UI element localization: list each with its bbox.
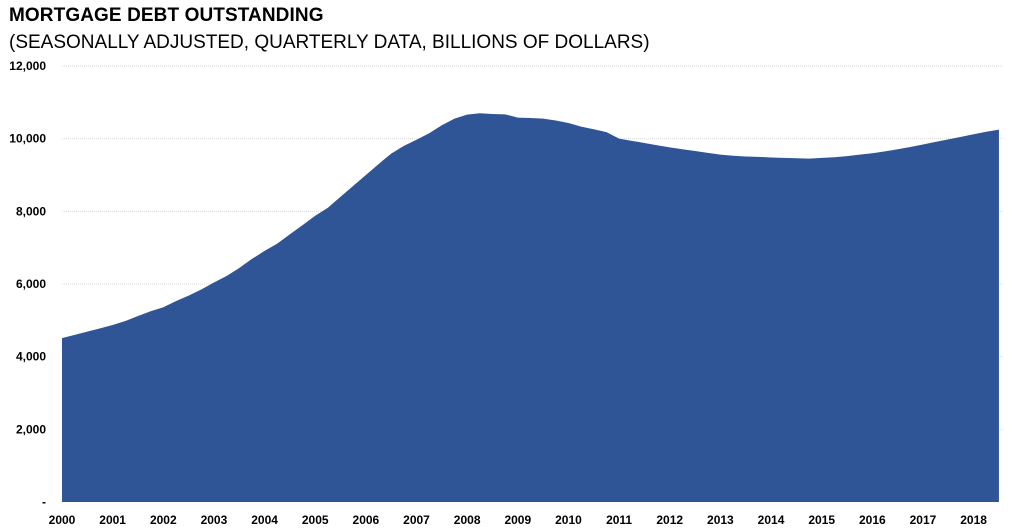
x-tick-label: 2003	[201, 513, 228, 527]
y-tick-label: -	[42, 495, 46, 509]
y-axis: - 2,000 4,000 6,000 8,000 10,000 12,000	[9, 59, 46, 509]
x-tick-label: 2012	[656, 513, 683, 527]
x-tick-label: 2016	[859, 513, 886, 527]
x-tick-label: 2008	[454, 513, 481, 527]
y-tick-label: 6,000	[16, 277, 46, 291]
x-tick-label: 2015	[808, 513, 835, 527]
x-tick-label: 2002	[150, 513, 177, 527]
y-tick-label: 4,000	[16, 350, 46, 364]
x-tick-label: 2017	[910, 513, 937, 527]
y-tick-label: 8,000	[16, 204, 46, 218]
y-tick-label: 2,000	[16, 422, 46, 436]
x-tick-label: 2013	[707, 513, 734, 527]
x-tick-label: 2010	[555, 513, 582, 527]
x-tick-label: 2007	[403, 513, 430, 527]
x-axis: 2000 2001 2002 2003 2004 2005 2006 2007 2008 2009…	[49, 513, 988, 527]
y-tick-label: 12,000	[9, 59, 46, 73]
x-tick-label: 2018	[960, 513, 987, 527]
x-tick-label: 2004	[251, 513, 278, 527]
x-tick-label: 2005	[302, 513, 329, 527]
x-tick-label: 2009	[504, 513, 531, 527]
x-tick-label: 2006	[353, 513, 380, 527]
mortgage-debt-area	[62, 113, 999, 502]
series-area	[62, 113, 999, 502]
x-tick-label: 2011	[606, 513, 632, 527]
chart-subtitle: (SEASONALLY ADJUSTED, QUARTERLY DATA, BI…	[9, 32, 650, 53]
chart-title: MORTGAGE DEBT OUTSTANDING	[9, 5, 324, 26]
y-tick-label: 10,000	[9, 132, 46, 146]
x-tick-label: 2001	[99, 513, 126, 527]
x-tick-label: 2014	[758, 513, 785, 527]
x-tick-label: 2000	[49, 513, 76, 527]
